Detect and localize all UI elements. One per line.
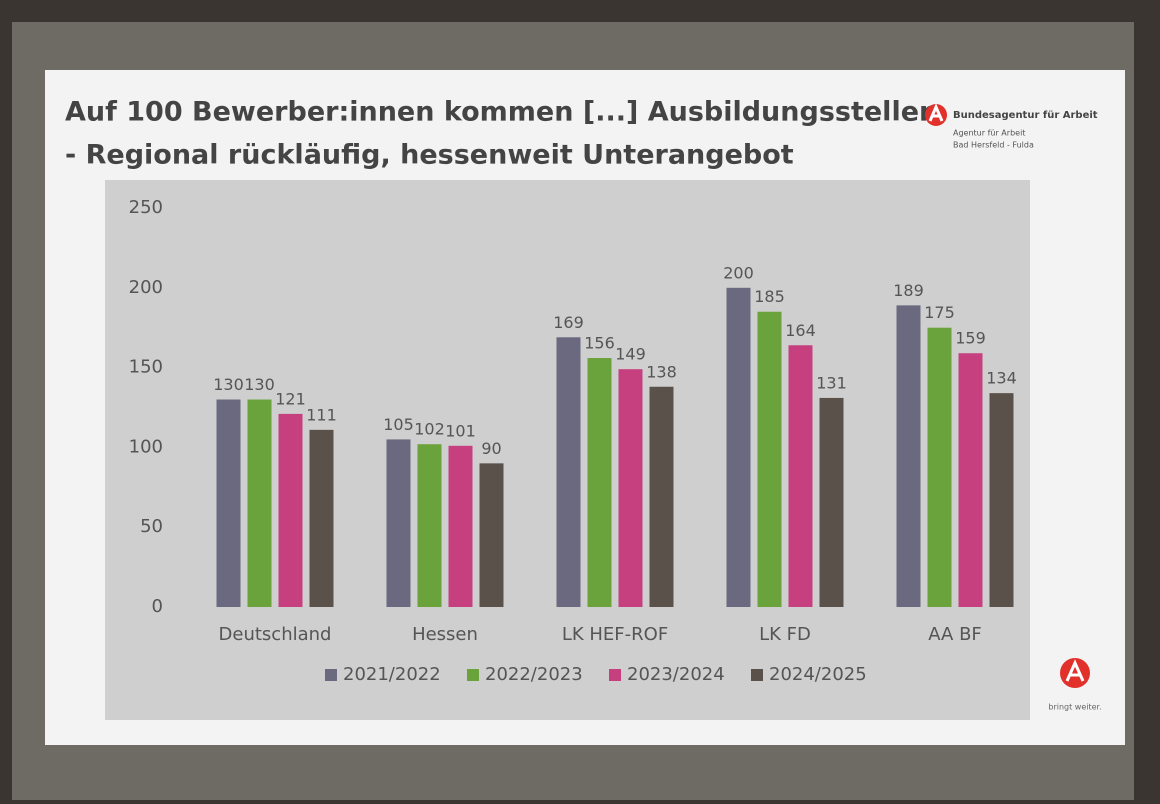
value-label: 138 (646, 362, 677, 381)
value-label: 185 (754, 287, 785, 306)
bar (278, 413, 303, 607)
value-label: 105 (383, 415, 414, 434)
bar (819, 397, 844, 607)
y-tick-label: 50 (140, 516, 163, 537)
value-label: 200 (723, 263, 754, 282)
y-tick-label: 200 (129, 277, 163, 298)
legend-swatch (751, 669, 763, 681)
value-label: 134 (986, 369, 1017, 388)
bar (216, 399, 241, 607)
bar (726, 287, 751, 607)
logo-slogan: bringt weiter. (1048, 703, 1101, 712)
logo-line: Bad Hersfeld - Fulda (953, 141, 1034, 150)
logo-mark (928, 103, 944, 122)
value-label: 159 (955, 329, 986, 348)
legend-swatch (609, 669, 621, 681)
legend-label: 2024/2025 (769, 664, 867, 685)
value-label: 130 (213, 375, 244, 394)
legend-label: 2023/2024 (627, 664, 725, 685)
x-tick-label: Hessen (412, 624, 478, 645)
legend-label: 2022/2023 (485, 664, 583, 685)
y-tick-label: 150 (129, 357, 163, 378)
value-label: 164 (785, 321, 816, 340)
y-tick-label: 100 (129, 436, 163, 457)
value-label: 149 (615, 345, 646, 364)
bar (479, 463, 504, 607)
bar (247, 399, 272, 607)
y-tick-label: 250 (129, 197, 163, 218)
value-label: 121 (275, 389, 306, 408)
value-label: 156 (584, 334, 615, 353)
title-line: Auf 100 Bewerber:innen kommen [...] Ausb… (65, 97, 938, 128)
logo-name: Bundesagentur für Arbeit (953, 110, 1098, 121)
bar (417, 444, 442, 607)
value-label: 111 (306, 405, 337, 424)
value-label: 131 (816, 373, 847, 392)
bar (448, 445, 473, 607)
legend-swatch (467, 669, 479, 681)
bar (958, 353, 983, 607)
logo-mark (1065, 659, 1085, 682)
y-tick-label: 0 (152, 596, 163, 617)
x-tick-label: AA BF (928, 624, 982, 645)
value-label: 175 (924, 303, 955, 322)
bar (649, 386, 674, 607)
logo-line: Agentur für Arbeit (953, 129, 1025, 138)
x-tick-label: Deutschland (219, 624, 332, 645)
bar (587, 358, 612, 607)
legend-label: 2021/2022 (343, 664, 441, 685)
value-label: 101 (445, 421, 476, 440)
x-tick-label: LK HEF-ROF (562, 624, 668, 645)
legend-swatch (325, 669, 337, 681)
bar (556, 337, 581, 607)
value-label: 90 (481, 439, 501, 458)
value-label: 130 (244, 375, 275, 394)
bar (989, 393, 1014, 607)
bar (757, 311, 782, 607)
bar (788, 345, 813, 607)
title-line: - Regional rückläufig, hessenweit Untera… (65, 140, 794, 171)
bar (309, 429, 334, 607)
value-label: 169 (553, 313, 584, 332)
x-tick-label: LK FD (759, 624, 811, 645)
bar (618, 369, 643, 607)
bar (927, 327, 952, 607)
bar (896, 305, 921, 607)
value-label: 102 (414, 420, 445, 439)
bar (386, 439, 411, 607)
value-label: 189 (893, 281, 924, 300)
